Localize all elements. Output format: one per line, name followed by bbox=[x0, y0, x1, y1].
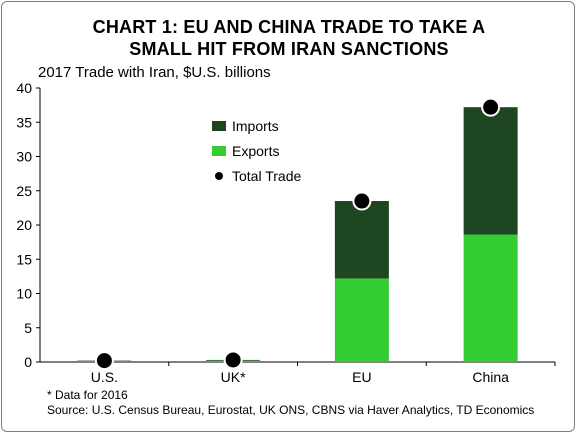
y-tick-label: 0 bbox=[24, 354, 32, 370]
chart-title-line-2: SMALL HIT FROM IRAN SANCTIONS bbox=[129, 39, 449, 59]
total-trade-point-2 bbox=[352, 191, 372, 211]
legend-label: Exports bbox=[232, 143, 279, 159]
legend-swatch-exports bbox=[212, 146, 226, 156]
x-tick-label: China bbox=[472, 369, 509, 385]
total-trade-point-3 bbox=[481, 97, 501, 117]
legend-marker-total-trade bbox=[215, 172, 223, 180]
x-tick-label: EU bbox=[352, 369, 371, 385]
footnote: * Data for 2016 bbox=[47, 388, 128, 402]
y-tick-label: 15 bbox=[16, 251, 32, 267]
y-tick-label: 30 bbox=[16, 149, 32, 165]
total-trade-point-1 bbox=[223, 350, 243, 370]
y-tick-label: 40 bbox=[16, 80, 32, 96]
legend-label: Imports bbox=[232, 118, 279, 134]
y-tick-label: 10 bbox=[16, 286, 32, 302]
bar-imports-2 bbox=[334, 201, 389, 279]
legend-label: Total Trade bbox=[232, 168, 301, 184]
y-tick-label: 20 bbox=[16, 217, 32, 233]
bar-exports-3 bbox=[463, 234, 518, 362]
total-trade-point-0 bbox=[94, 351, 114, 371]
x-tick-label: U.S. bbox=[91, 369, 118, 385]
chart-subtitle: 2017 Trade with Iran, $U.S. billions bbox=[38, 64, 271, 81]
bar-exports-2 bbox=[334, 278, 389, 362]
chart-title-line-1: CHART 1: EU AND CHINA TRADE TO TAKE A bbox=[92, 17, 486, 37]
x-tick-label: UK* bbox=[221, 369, 246, 385]
bar-imports-3 bbox=[463, 107, 518, 235]
source-note: Source: U.S. Census Bureau, Eurostat, UK… bbox=[47, 403, 535, 417]
legend-swatch-imports bbox=[212, 121, 226, 131]
y-tick-label: 25 bbox=[16, 183, 32, 199]
y-tick-label: 35 bbox=[16, 114, 32, 130]
y-tick-label: 5 bbox=[24, 320, 32, 336]
